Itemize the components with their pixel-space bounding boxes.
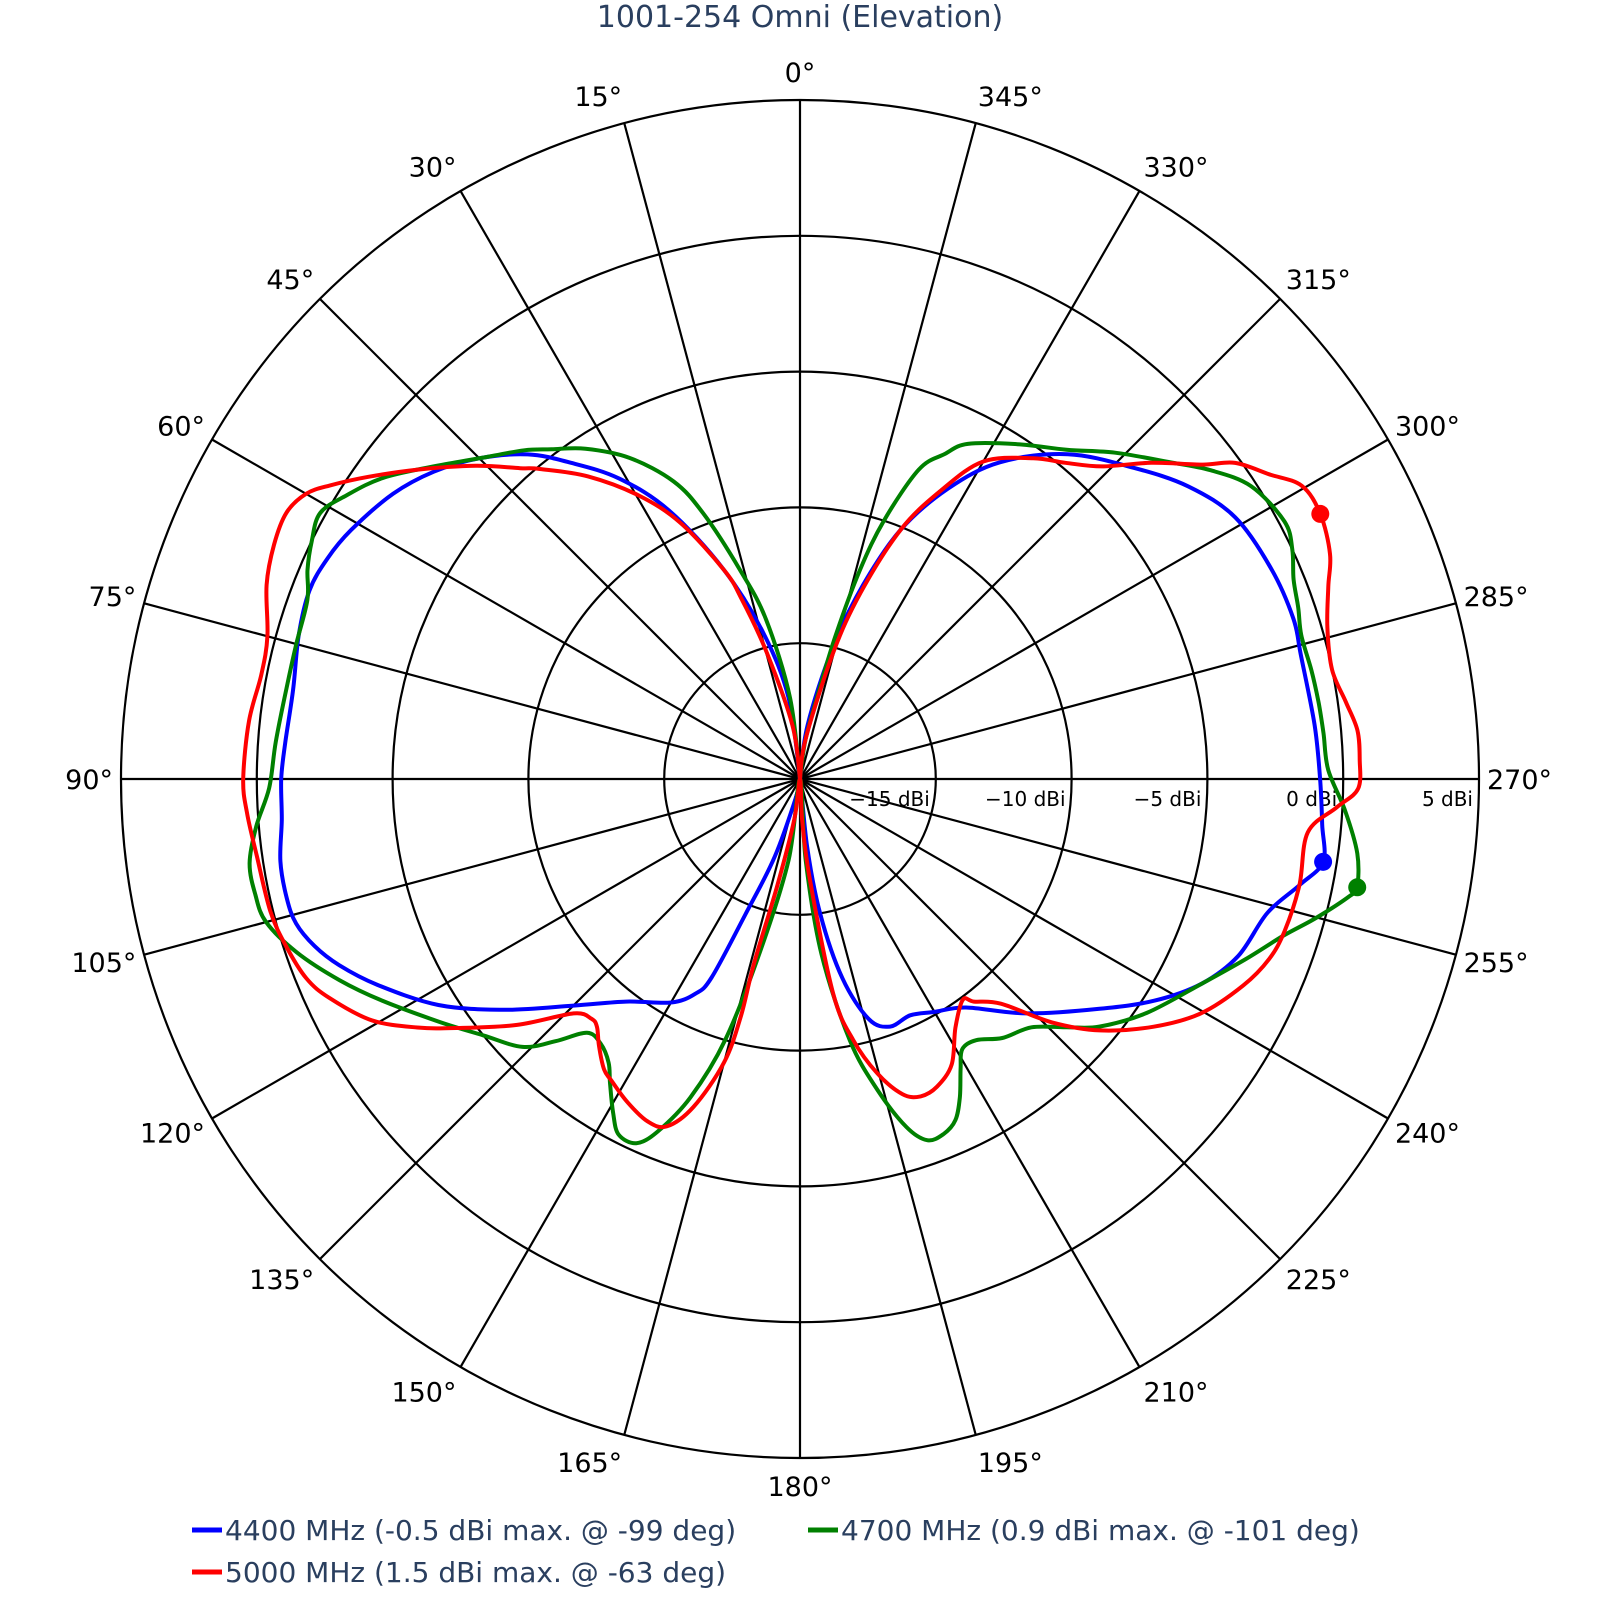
angular-tick-label: 225° [1286, 1265, 1351, 1296]
angular-gridline [623, 122, 802, 780]
angular-tick-label: 30° [409, 153, 457, 184]
angular-gridline [798, 122, 977, 780]
legend: 4400 MHz (-0.5 dBi max. @ -99 deg) 4700 M… [192, 1514, 1360, 1589]
angular-tick-label: 150° [391, 1377, 456, 1408]
radial-tick-label: 0 dBi [1286, 787, 1337, 811]
angular-gridline [211, 778, 801, 1120]
angular-tick-label: 345° [978, 82, 1043, 113]
angular-tick-label: 165° [557, 1448, 622, 1479]
radial-tick-label: −5 dBi [1134, 787, 1202, 811]
chart-title: 1001-254 Omni (Elevation) [597, 0, 1003, 35]
radial-gridline [255, 234, 1345, 1324]
angular-gridline [799, 602, 1457, 781]
angular-gridline [799, 778, 1141, 1368]
angular-tick-label: 330° [1144, 153, 1209, 184]
angular-tick-label: 195° [978, 1448, 1043, 1479]
legend-label: 4700 MHz (0.9 dBi max. @ -101 deg) [841, 1514, 1360, 1547]
max-marker-0 [1314, 852, 1333, 871]
angular-tick-label: 270° [1487, 765, 1552, 796]
angular-gridline [143, 602, 801, 781]
radial-tick-label: −10 dBi [985, 787, 1066, 811]
angular-gridline [799, 298, 1281, 780]
angular-tick-label: 75° [89, 582, 137, 613]
angular-tick-label: 255° [1464, 948, 1529, 979]
radial-gridline [119, 98, 1481, 1460]
angular-tick-label: 45° [266, 265, 314, 296]
angular-tick-label: 105° [71, 948, 136, 979]
radial-gridline [391, 370, 1209, 1188]
max-marker-1 [1348, 878, 1367, 897]
angular-tick-label: 240° [1395, 1119, 1460, 1150]
series-trace-1 [247, 440, 1361, 1146]
angular-gridline [623, 778, 802, 1436]
angular-tick-label: 120° [140, 1119, 205, 1150]
legend-item[interactable]: 4700 MHz (0.9 dBi max. @ -101 deg) [808, 1514, 1360, 1547]
angular-gridline [143, 777, 801, 956]
legend-label: 5000 MHz (1.5 dBi max. @ -63 deg) [225, 1556, 726, 1589]
angular-tick-label: 300° [1395, 412, 1460, 443]
angular-tick-label: 0° [785, 58, 816, 89]
legend-item[interactable]: 5000 MHz (1.5 dBi max. @ -63 deg) [192, 1556, 726, 1589]
radial-axis-labels: −15 dBi −10 dBi −5 dBi 0 dBi 5 dBi [849, 787, 1473, 811]
angular-tick-label: 180° [767, 1472, 832, 1503]
angular-gridline [319, 778, 801, 1260]
angular-gridline [211, 438, 801, 780]
legend-label: 4400 MHz (-0.5 dBi max. @ -99 deg) [225, 1514, 736, 1547]
angular-gridline [459, 778, 801, 1368]
radial-tick-label: 5 dBi [1422, 787, 1473, 811]
angular-tick-label: 285° [1464, 582, 1529, 613]
max-marker-2 [1311, 504, 1330, 523]
series-trace-0 [278, 452, 1327, 1029]
angular-gridline [799, 438, 1389, 780]
angular-tick-label: 15° [574, 82, 622, 113]
angular-gridline [799, 778, 1389, 1120]
angular-axis-labels: 0° 15° 30° 45° 60° 75° 90° 105° 120° 135° 150° 165°… [65, 58, 1552, 1503]
radial-gridline [663, 642, 937, 916]
radial-tick-label: −15 dBi [849, 787, 930, 811]
series-trace-2 [241, 455, 1363, 1130]
angular-tick-label: 315° [1286, 265, 1351, 296]
angular-tick-label: 90° [65, 765, 113, 796]
angular-tick-label: 60° [157, 412, 205, 443]
radial-gridline [527, 506, 1073, 1052]
series-traces [241, 440, 1367, 1146]
angular-gridline [799, 777, 1457, 956]
angular-tick-label: 210° [1144, 1377, 1209, 1408]
angular-gridline [319, 298, 801, 780]
legend-item[interactable]: 4400 MHz (-0.5 dBi max. @ -99 deg) [192, 1514, 736, 1547]
angular-tick-label: 135° [249, 1265, 314, 1296]
angular-gridline [799, 190, 1141, 780]
